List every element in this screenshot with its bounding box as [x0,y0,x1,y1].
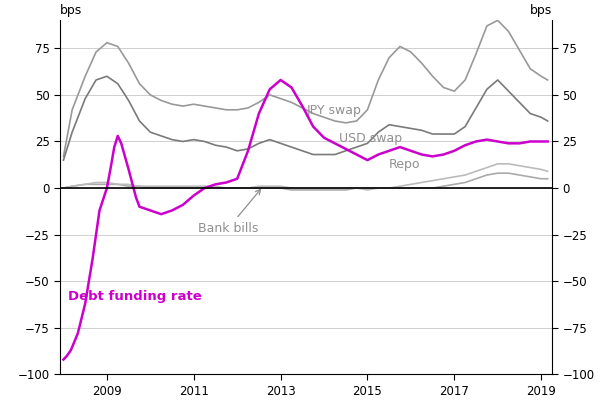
Text: Repo: Repo [389,158,421,171]
Text: bps: bps [60,4,82,17]
Text: Bank bills: Bank bills [198,189,260,234]
Text: Debt funding rate: Debt funding rate [68,290,202,303]
Text: bps: bps [530,4,552,17]
Text: JPY swap: JPY swap [307,104,362,117]
Text: USD swap: USD swap [339,132,403,145]
